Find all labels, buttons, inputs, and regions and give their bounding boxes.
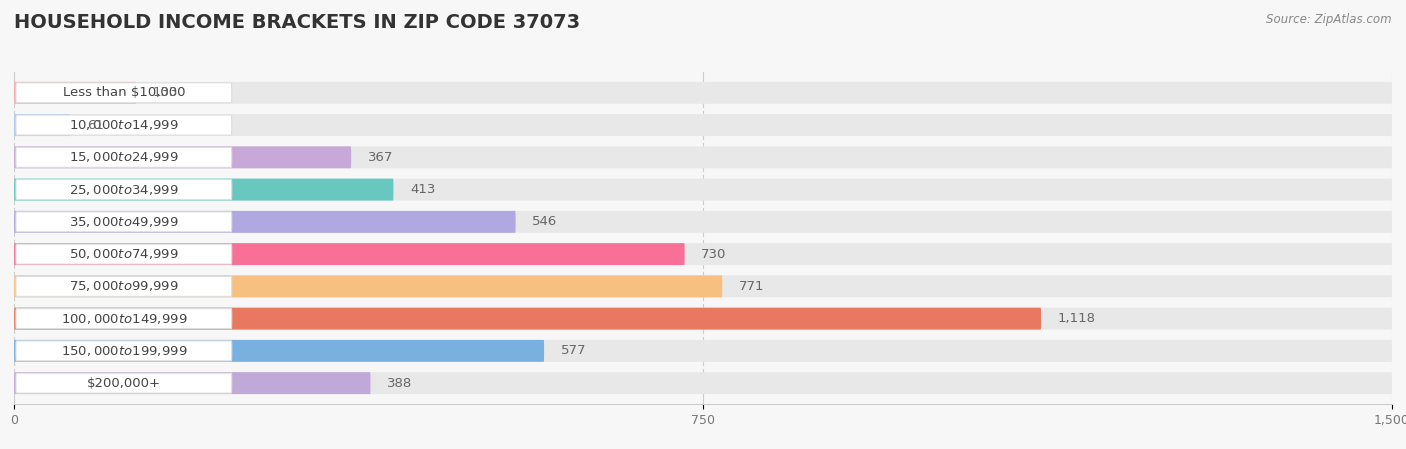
Text: 546: 546 <box>531 216 557 229</box>
Text: 413: 413 <box>411 183 436 196</box>
Text: $200,000+: $200,000+ <box>87 377 160 390</box>
Text: $10,000 to $14,999: $10,000 to $14,999 <box>69 118 179 132</box>
Text: 577: 577 <box>561 344 586 357</box>
FancyBboxPatch shape <box>14 82 1392 104</box>
Text: $75,000 to $99,999: $75,000 to $99,999 <box>69 279 179 293</box>
FancyBboxPatch shape <box>15 83 232 103</box>
FancyBboxPatch shape <box>14 114 70 136</box>
FancyBboxPatch shape <box>15 276 232 296</box>
FancyBboxPatch shape <box>14 114 1392 136</box>
Text: 388: 388 <box>387 377 412 390</box>
FancyBboxPatch shape <box>14 308 1040 330</box>
FancyBboxPatch shape <box>14 340 1392 362</box>
FancyBboxPatch shape <box>15 212 232 232</box>
Text: 730: 730 <box>702 247 727 260</box>
FancyBboxPatch shape <box>14 179 1392 201</box>
FancyBboxPatch shape <box>15 147 232 167</box>
FancyBboxPatch shape <box>14 243 685 265</box>
FancyBboxPatch shape <box>15 373 232 393</box>
FancyBboxPatch shape <box>14 372 370 394</box>
FancyBboxPatch shape <box>14 146 352 168</box>
Text: 367: 367 <box>368 151 394 164</box>
FancyBboxPatch shape <box>14 275 1392 297</box>
FancyBboxPatch shape <box>14 243 1392 265</box>
FancyBboxPatch shape <box>14 146 1392 168</box>
FancyBboxPatch shape <box>14 275 723 297</box>
Text: 771: 771 <box>738 280 765 293</box>
Text: 61: 61 <box>87 119 104 132</box>
FancyBboxPatch shape <box>14 340 544 362</box>
FancyBboxPatch shape <box>14 308 1392 330</box>
FancyBboxPatch shape <box>14 372 1392 394</box>
FancyBboxPatch shape <box>15 180 232 200</box>
Text: 133: 133 <box>153 86 179 99</box>
Text: 1,118: 1,118 <box>1057 312 1095 325</box>
Text: HOUSEHOLD INCOME BRACKETS IN ZIP CODE 37073: HOUSEHOLD INCOME BRACKETS IN ZIP CODE 37… <box>14 13 581 32</box>
Text: $50,000 to $74,999: $50,000 to $74,999 <box>69 247 179 261</box>
FancyBboxPatch shape <box>15 244 232 264</box>
FancyBboxPatch shape <box>14 211 516 233</box>
Text: $25,000 to $34,999: $25,000 to $34,999 <box>69 183 179 197</box>
FancyBboxPatch shape <box>15 115 232 135</box>
FancyBboxPatch shape <box>14 82 136 104</box>
FancyBboxPatch shape <box>14 179 394 201</box>
Text: $35,000 to $49,999: $35,000 to $49,999 <box>69 215 179 229</box>
Text: Source: ZipAtlas.com: Source: ZipAtlas.com <box>1267 13 1392 26</box>
Text: $150,000 to $199,999: $150,000 to $199,999 <box>60 344 187 358</box>
FancyBboxPatch shape <box>14 211 1392 233</box>
FancyBboxPatch shape <box>15 308 232 329</box>
Text: $100,000 to $149,999: $100,000 to $149,999 <box>60 312 187 326</box>
FancyBboxPatch shape <box>15 341 232 361</box>
Text: Less than $10,000: Less than $10,000 <box>63 86 186 99</box>
Text: $15,000 to $24,999: $15,000 to $24,999 <box>69 150 179 164</box>
